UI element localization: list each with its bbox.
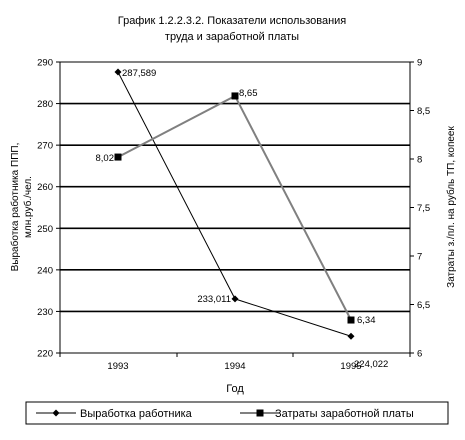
right-tick-label: 6 — [417, 349, 422, 360]
legend-box — [25, 401, 449, 425]
legend-item-2: Затраты заработной платы — [240, 408, 414, 420]
data-point — [114, 68, 122, 76]
series-2: 8,02 8,65 6,34 — [96, 88, 376, 326]
data-label: 233,011 — [197, 294, 231, 305]
data-point — [52, 409, 60, 417]
data-label: 8,65 — [239, 88, 258, 99]
chart-title: График 1.2.2.3.2. Показатели использован… — [118, 15, 347, 43]
data-point — [347, 332, 355, 340]
x-axis: 1993 1994 1995 — [59, 353, 411, 372]
right-axis-title: Затраты з./пл. на рубль ТП, копеек — [445, 126, 457, 288]
left-axis-title-line-1: Выработка работника ППП, — [9, 143, 21, 272]
series-layer: 287,589 233,011 224,022 8,02 8,65 6,34 — [96, 68, 389, 370]
chart-title-line-1: График 1.2.2.3.2. Показатели использован… — [118, 15, 347, 27]
x-axis-title: Год — [226, 383, 244, 395]
left-tick-label: 290 — [37, 58, 53, 69]
right-tick-label: 9 — [417, 58, 422, 69]
data-label: 224,022 — [354, 359, 388, 370]
data-point — [256, 409, 264, 417]
legend: Выработка работника Затраты заработной пл… — [25, 401, 449, 425]
left-tick-label: 250 — [37, 224, 53, 235]
left-axis: 220 230 240 250 260 270 280 290 — [37, 58, 60, 360]
data-point — [231, 92, 239, 100]
left-axis-title-line-2: млн.руб./чел. — [22, 176, 34, 238]
legend-label: Затраты заработной платы — [275, 408, 414, 420]
left-tick-label: 270 — [37, 141, 53, 152]
gridlines — [60, 102, 410, 313]
right-tick-label: 7 — [417, 252, 422, 263]
x-tick-label: 1993 — [107, 361, 128, 372]
chart-title-line-2: труда и заработной платы — [165, 31, 299, 43]
data-point — [114, 153, 122, 161]
right-tick-label: 8,5 — [417, 106, 430, 117]
data-label: 287,589 — [122, 68, 156, 79]
x-tick-label: 1994 — [224, 361, 245, 372]
x-tick-label: 1995 — [340, 361, 361, 372]
left-tick-label: 260 — [37, 182, 53, 193]
right-tick-label: 7,5 — [417, 203, 430, 214]
right-tick-label: 8 — [417, 155, 422, 166]
legend-label: Выработка работника — [80, 408, 193, 420]
legend-item-1: Выработка работника — [36, 408, 193, 420]
left-axis-title: Выработка работника ППП, млн.руб./чел. — [9, 143, 34, 272]
left-tick-label: 240 — [37, 265, 53, 276]
right-axis: 6 6,5 7 7,5 8 8,5 9 — [410, 58, 430, 360]
data-point — [231, 295, 239, 303]
left-tick-label: 280 — [37, 99, 53, 110]
right-tick-label: 6,5 — [417, 300, 430, 311]
series-1: 287,589 233,011 224,022 — [114, 68, 388, 370]
data-label: 8,02 — [96, 153, 115, 164]
plot-area — [59, 61, 411, 354]
left-tick-label: 220 — [37, 349, 53, 360]
left-tick-label: 230 — [37, 307, 53, 318]
data-point — [347, 316, 355, 324]
data-label: 6,34 — [357, 315, 376, 326]
